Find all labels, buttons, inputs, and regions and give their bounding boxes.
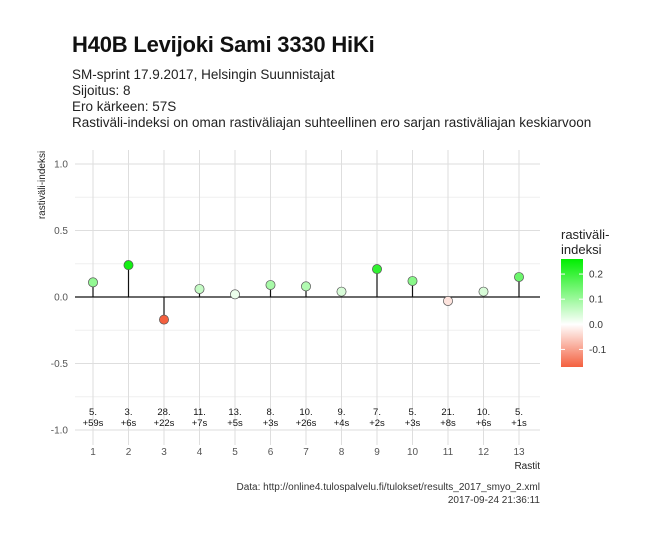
data-point [478,286,489,297]
x-tick-label: 4 [197,447,203,458]
x-tick-label: 2 [126,447,132,458]
time-diff-label: +59s [83,418,104,429]
time-diff-label: +3s [263,418,279,429]
y-axis-label: rastiväli-indeksi [37,151,48,219]
x-tick-label: 12 [478,447,490,458]
rank-label: 11. [193,407,206,418]
data-points [88,260,524,325]
rank-label: 28. [157,407,170,418]
x-tick-label: 7 [303,447,309,458]
subtitle-line-1: SM-sprint 17.9.2017, Helsingin Suunnista… [72,67,335,82]
legend-tick-label: 0.2 [589,270,603,281]
data-point [336,286,347,297]
rank-label: 10. [477,407,490,418]
x-axis-label: Rastit [514,461,540,472]
legend-title-line-1: rastiväli- [561,227,609,242]
y-axis: 1.0 0.5 0.0 -0.5 -1.0 [51,160,69,437]
time-diff-label: +1s [511,418,527,429]
rank-label: 5. [515,407,523,418]
x-tick-label: 1 [90,447,96,458]
time-diff-label: +3s [405,418,421,429]
subtitle-line-4: Rastiväli-indeksi on oman rastiväliajan … [72,115,592,130]
data-point [230,289,240,300]
timestamp-caption: 2017-09-24 21:36:11 [447,495,540,506]
rank-label: 3. [125,407,133,418]
data-point [514,272,524,282]
x-axis: 1 2 3 4 5 6 7 8 9 10 11 12 13 [90,447,525,458]
x-tick-label: 8 [339,447,345,458]
rank-label: 7. [373,407,381,418]
subtitle-line-3: Ero kärkeen: 57S [72,99,177,114]
y-tick-label: -1.0 [51,426,69,437]
rank-label: 21. [441,407,454,418]
time-diff-label: +6s [121,418,137,429]
data-point [194,284,205,294]
data-point [159,314,169,325]
data-point [443,296,453,306]
time-diff-label: +26s [296,418,317,429]
legend-tick-label: 0.0 [589,320,603,331]
legend-colorbar [561,259,583,367]
x-tick-label: 3 [161,447,167,458]
data-point [265,280,276,290]
x-tick-label: 6 [268,447,274,458]
chart-title: H40B Levijoki Sami 3330 HiKi [72,32,375,57]
legend: rastiväli- indeksi 0.2 0.1 0.0 -0.1 [561,227,609,367]
x-tick-label: 9 [374,447,380,458]
data-point [407,276,418,286]
annotations: 5.+59s3.+6s28.+22s11.+7s13.+5s8.+3s10.+2… [83,407,527,429]
y-tick-label: 1.0 [54,160,68,171]
time-diff-label: +4s [334,418,350,429]
x-tick-label: 5 [232,447,238,458]
data-point [123,260,134,271]
source-caption: Data: http://online4.tulospalvelu.fi/tul… [236,482,540,493]
legend-title-line-2: indeksi [561,242,602,257]
rank-label: 9. [338,407,346,418]
subtitle-line-2: Sijoitus: 8 [72,83,131,98]
data-point [372,264,382,275]
time-diff-label: +7s [192,418,208,429]
data-point [88,277,98,288]
legend-tick-label: 0.1 [589,295,603,306]
rank-label: 10. [299,407,312,418]
x-tick-label: 13 [513,447,525,458]
time-diff-label: +6s [476,418,492,429]
y-tick-label: -0.5 [51,359,69,370]
x-tick-label: 10 [407,447,419,458]
time-diff-label: +8s [440,418,456,429]
y-tick-label: 0.5 [54,226,68,237]
x-tick-label: 11 [443,447,454,458]
legend-tick-label: -0.1 [589,345,607,356]
time-diff-label: +2s [369,418,385,429]
time-diff-label: +22s [154,418,175,429]
y-tick-label: 0.0 [54,293,68,304]
rank-label: 13. [228,407,241,418]
rank-label: 8. [267,407,275,418]
rank-label: 5. [89,407,97,418]
rank-label: 5. [409,407,417,418]
data-point [301,281,311,292]
time-diff-label: +5s [227,418,243,429]
